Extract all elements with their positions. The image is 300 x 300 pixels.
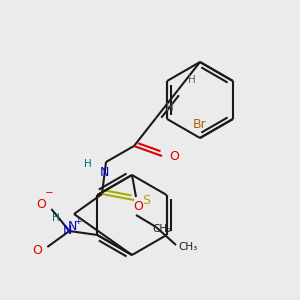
Text: N: N xyxy=(99,166,109,178)
Text: −: − xyxy=(45,188,54,198)
Text: Br: Br xyxy=(193,118,207,130)
Text: CH₃: CH₃ xyxy=(178,242,198,252)
Text: H: H xyxy=(166,103,174,113)
Text: CH₂: CH₂ xyxy=(152,224,172,234)
Text: H: H xyxy=(84,159,92,169)
Text: S: S xyxy=(142,194,150,206)
Text: N: N xyxy=(63,224,72,238)
Text: O: O xyxy=(36,199,46,212)
Text: +: + xyxy=(74,217,81,226)
Text: O: O xyxy=(169,149,179,163)
Text: O: O xyxy=(32,244,42,257)
Text: H: H xyxy=(52,213,60,223)
Text: O: O xyxy=(133,200,143,214)
Text: H: H xyxy=(188,75,196,85)
Text: N: N xyxy=(67,220,77,232)
